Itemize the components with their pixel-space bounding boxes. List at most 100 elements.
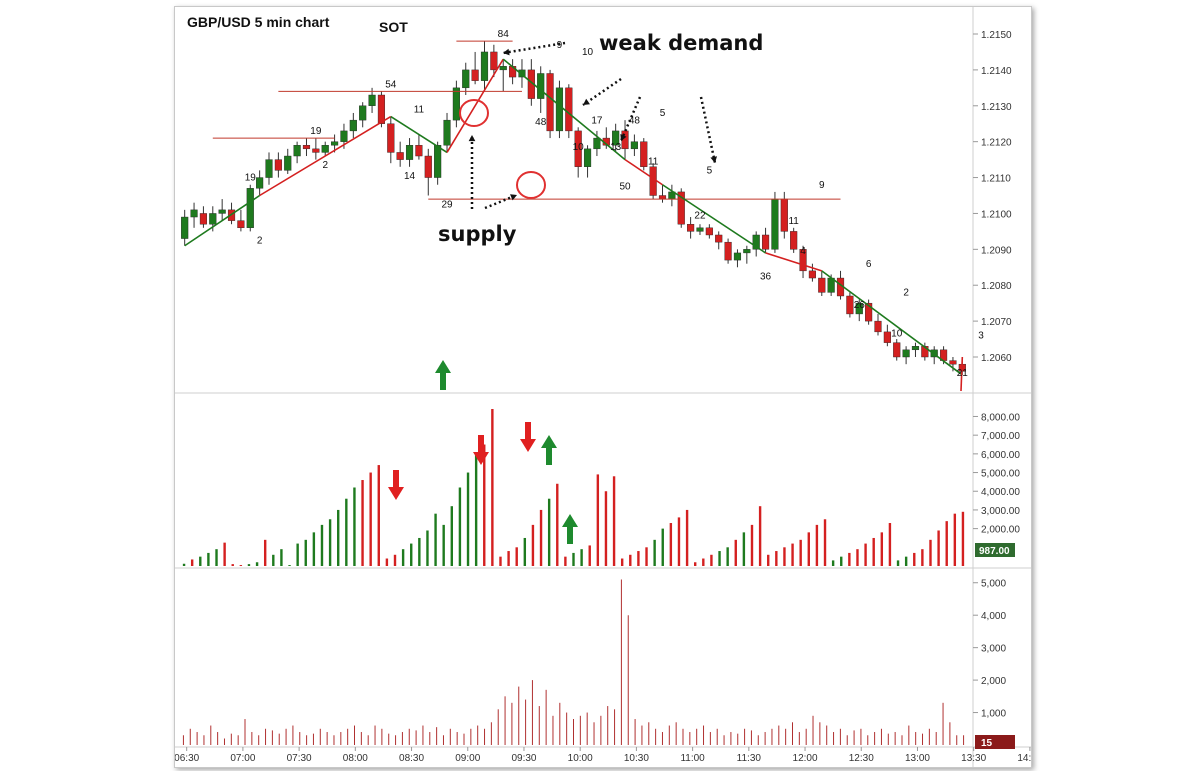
candle-body xyxy=(640,141,648,167)
volume-bar xyxy=(750,524,754,566)
volume-bar xyxy=(694,562,697,566)
price-axis-label: 1.2150 xyxy=(981,30,1012,41)
volume-bar xyxy=(637,551,640,566)
candle-body xyxy=(199,213,207,225)
time-axis-label: 11:00 xyxy=(680,753,705,764)
volume-bar xyxy=(345,498,348,566)
dotted-arrow xyxy=(502,41,566,55)
volume-bar xyxy=(466,472,470,566)
highlight-circle xyxy=(516,171,546,199)
wave-count-label: 48 xyxy=(535,117,547,128)
time-axis-label: 08:30 xyxy=(399,753,424,764)
dotted-arrow-head xyxy=(583,98,590,105)
candle-body xyxy=(537,73,545,99)
volume-bar xyxy=(393,554,397,566)
volume-panel xyxy=(182,409,965,566)
candle-body xyxy=(462,69,470,89)
wave-count-label: 50 xyxy=(619,182,631,193)
candle-body xyxy=(415,145,423,157)
candle-body xyxy=(715,234,723,243)
volume-bar xyxy=(913,552,916,566)
candle-body xyxy=(312,148,320,153)
tick-axis-label: 5,000 xyxy=(981,579,1006,590)
tick-axis-label: 1,000 xyxy=(981,709,1006,720)
price-axis-label: 1.2110 xyxy=(981,174,1011,185)
candle-body xyxy=(911,346,920,351)
wave-count-label: 2 xyxy=(322,160,328,171)
volume-bar xyxy=(231,564,234,566)
candle-body xyxy=(593,137,601,150)
volume-bar xyxy=(669,523,673,566)
candle-body xyxy=(743,249,751,254)
volume-down-arrow xyxy=(473,435,489,465)
time-axis-label: 06:30 xyxy=(175,753,200,764)
dotted-arrow xyxy=(699,96,717,164)
volume-bar xyxy=(612,476,616,566)
volume-bar xyxy=(775,551,778,566)
candle-body xyxy=(808,270,816,279)
wave-line xyxy=(624,158,663,186)
volume-bar xyxy=(896,560,900,566)
volume-bar xyxy=(661,528,664,566)
dotted-arrow-head xyxy=(620,134,627,141)
volume-bar xyxy=(604,491,608,566)
wave-count-label: 22 xyxy=(694,210,706,221)
volume-axis-label: 6,000.00 xyxy=(981,450,1020,461)
wave-count-label: 10 xyxy=(891,329,903,340)
price-axis-label: 1.2120 xyxy=(981,138,1012,149)
highlight-circle xyxy=(459,99,489,127)
wave-line xyxy=(446,58,504,153)
wave-line xyxy=(821,270,963,376)
tick-axis-label: 3,000 xyxy=(981,644,1006,655)
wave-count-label: 36 xyxy=(760,271,772,282)
volume-bar xyxy=(572,552,575,566)
volume-bar xyxy=(961,511,965,566)
wave-count-label: 17 xyxy=(591,115,603,126)
volume-bar xyxy=(742,532,746,566)
price-axis-label: 1.2070 xyxy=(981,317,1012,328)
volume-axis-label: 4,000.00 xyxy=(981,487,1020,498)
candle-body xyxy=(331,141,339,146)
volume-bar xyxy=(807,532,810,566)
time-axis-label: 12:00 xyxy=(793,753,818,764)
volume-bar xyxy=(856,549,859,566)
candle-body xyxy=(490,51,498,71)
time-axis-label: 14:00 xyxy=(1017,753,1031,764)
volume-bar xyxy=(629,554,632,566)
volume-bar xyxy=(255,562,259,566)
volume-bar xyxy=(361,480,364,566)
candle-body xyxy=(677,191,685,225)
volume-down-arrow xyxy=(388,470,404,500)
volume-last-value: 987.00 xyxy=(979,546,1010,557)
candle-body xyxy=(256,177,264,189)
volume-bar xyxy=(288,565,291,566)
candle-body xyxy=(799,249,807,272)
candle-body xyxy=(265,159,273,178)
volume-bar xyxy=(434,513,437,566)
candle-body xyxy=(499,66,507,71)
volume-bar xyxy=(328,519,332,566)
volume-axis-label: 2,000.00 xyxy=(981,525,1020,536)
candle-body xyxy=(733,252,742,261)
candle-body xyxy=(237,220,245,229)
volume-bar xyxy=(418,537,421,566)
candle-body xyxy=(574,130,582,167)
volume-bar xyxy=(888,523,892,566)
overlays xyxy=(388,41,718,544)
volume-bar xyxy=(645,547,648,566)
candle-body xyxy=(434,145,442,178)
time-axis-label: 10:00 xyxy=(568,753,593,764)
volume-bar xyxy=(458,487,462,566)
volume-bar xyxy=(831,560,835,566)
wave-count-label: 5 xyxy=(660,108,666,119)
volume-bar xyxy=(702,558,705,566)
volume-axis-label: 7,000.00 xyxy=(981,431,1020,442)
candle-body xyxy=(687,224,695,232)
wave-count-label: 19 xyxy=(310,126,322,137)
volume-bar xyxy=(531,524,535,566)
wave-line xyxy=(259,115,392,197)
volume-bar xyxy=(190,559,194,566)
volume-bar xyxy=(815,524,819,566)
volume-bar xyxy=(937,530,940,566)
axes: 1.2150 1.2140 1.2130 1.2120 1.2110 1.2100 1.20… xyxy=(175,30,1031,764)
